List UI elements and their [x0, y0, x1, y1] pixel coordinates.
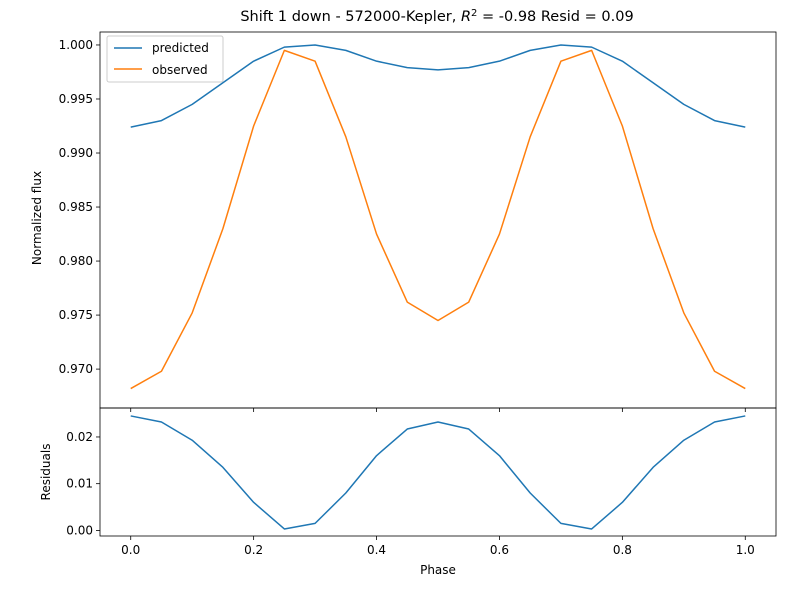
bottom-x-tick-label: 0.2	[244, 543, 263, 557]
bottom-x-tick-label: 0.0	[121, 543, 140, 557]
top-y-tick-label: 1.000	[59, 38, 93, 52]
bottom-panel: 0.00 0.01 0.02 0.0 0.2 0.4 0.6 0.8 1.0	[66, 407, 777, 557]
bottom-y-tick-label: 0.00	[66, 523, 93, 537]
bottom-x-tick-label: 1.0	[736, 543, 755, 557]
top-y-axis-label: Normalized flux	[30, 171, 44, 265]
top-y-tick-label: 0.980	[59, 254, 93, 268]
top-y-tick-label: 0.990	[59, 146, 93, 160]
top-y-tick-label: 0.975	[59, 308, 93, 322]
top-y-tick-label: 0.985	[59, 200, 93, 214]
legend-label-observed: observed	[152, 63, 208, 77]
x-axis-label: Phase	[420, 563, 456, 577]
top-y-tick-label: 0.970	[59, 362, 93, 376]
legend-label-predicted: predicted	[152, 41, 209, 55]
bottom-x-tick-label: 0.8	[613, 543, 632, 557]
chart-title: Shift 1 down - 572000-Kepler, R2 = -0.98…	[240, 8, 633, 26]
bottom-y-axis-label: Residuals	[39, 444, 53, 501]
legend: predicted observed	[106, 35, 224, 83]
top-y-tick-label: 0.995	[59, 92, 93, 106]
bottom-x-tick-label: 0.4	[367, 543, 386, 557]
bottom-axes-frame	[99, 407, 777, 537]
bottom-y-tick-label: 0.01	[66, 477, 93, 491]
bottom-y-tick-label: 0.02	[66, 430, 93, 444]
bottom-x-tick-label: 0.6	[490, 543, 509, 557]
